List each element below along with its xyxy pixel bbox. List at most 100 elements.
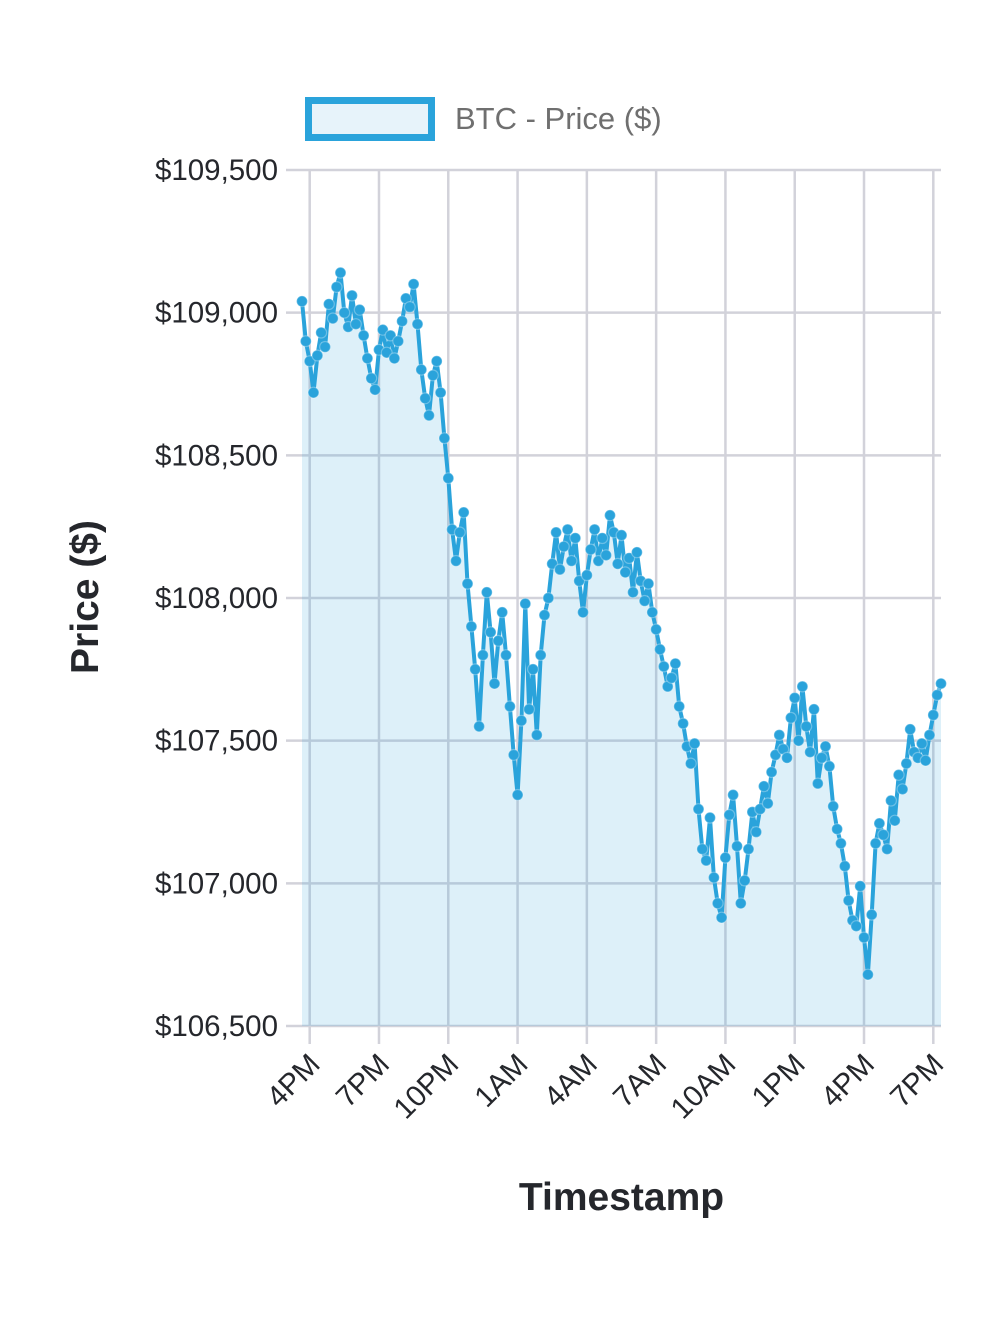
data-point <box>476 649 489 662</box>
data-point <box>588 523 601 536</box>
data-point <box>900 757 913 770</box>
data-point <box>523 703 536 716</box>
data-point <box>677 717 690 730</box>
data-point <box>353 303 366 316</box>
data-point <box>650 623 663 636</box>
data-point <box>707 871 720 884</box>
data-point <box>369 383 382 396</box>
data-point <box>696 843 709 856</box>
data-point <box>384 329 397 342</box>
x-tick-label: 4AM <box>538 1048 604 1114</box>
data-point <box>838 860 851 873</box>
data-point <box>807 703 820 716</box>
data-point <box>646 606 659 619</box>
data-point <box>580 569 593 582</box>
data-point <box>534 649 547 662</box>
y-tick-label: $108,000 <box>155 582 278 615</box>
data-point <box>503 700 516 713</box>
y-tick-label: $109,000 <box>155 297 278 330</box>
data-point <box>319 340 332 353</box>
y-tick-label: $107,000 <box>155 867 278 900</box>
x-axis-title: Timestamp <box>518 1176 725 1219</box>
data-point <box>727 788 740 801</box>
data-point <box>538 609 551 622</box>
data-point <box>492 634 505 647</box>
data-point <box>665 671 678 684</box>
data-point <box>780 751 793 764</box>
data-point <box>315 326 328 339</box>
data-point <box>611 557 624 570</box>
data-point <box>923 728 936 741</box>
data-point <box>719 851 732 864</box>
data-point <box>630 546 643 559</box>
data-point <box>426 369 439 382</box>
data-point <box>573 574 586 587</box>
data-point <box>769 748 782 761</box>
data-point <box>865 908 878 921</box>
data-point <box>734 897 747 910</box>
data-point <box>723 808 736 821</box>
data-point <box>738 874 751 887</box>
data-point <box>673 700 686 713</box>
data-point <box>530 728 543 741</box>
x-tick-label: 10PM <box>387 1048 465 1126</box>
data-point <box>861 968 874 981</box>
y-axis-title: Price ($) <box>64 520 107 674</box>
data-point <box>403 301 416 314</box>
data-point <box>542 591 555 604</box>
data-point <box>322 298 335 311</box>
data-point <box>411 318 424 331</box>
data-point <box>565 554 578 567</box>
data-point <box>473 720 486 733</box>
data-point <box>915 737 928 750</box>
y-tick-label: $107,500 <box>155 725 278 758</box>
x-tick-label: 1AM <box>468 1048 534 1114</box>
data-point <box>550 526 563 539</box>
x-tick-label: 10AM <box>665 1048 743 1126</box>
data-point <box>396 315 409 328</box>
data-point <box>365 372 378 385</box>
data-point <box>854 880 867 893</box>
data-point <box>480 586 493 599</box>
data-point <box>881 843 894 856</box>
data-point <box>546 557 559 570</box>
data-point <box>892 768 905 781</box>
data-point <box>823 760 836 773</box>
data-point <box>346 289 359 302</box>
data-point <box>742 843 755 856</box>
gridlines <box>286 168 941 1044</box>
data-point <box>626 586 639 599</box>
data-point <box>326 312 339 325</box>
data-point <box>307 386 320 399</box>
data-point <box>711 897 724 910</box>
data-point <box>884 794 897 807</box>
data-point <box>831 823 844 836</box>
data-point <box>388 352 401 365</box>
x-tick-label: 7PM <box>884 1048 950 1114</box>
data-point <box>461 577 474 590</box>
data-point <box>931 688 944 701</box>
data-point <box>842 894 855 907</box>
data-point <box>357 329 370 342</box>
data-point <box>330 281 343 294</box>
data-point <box>334 266 347 279</box>
data-point <box>834 837 847 850</box>
y-tick-labels: $106,500 $107,000 $107,500 $108,000 $108,500… <box>155 154 278 1043</box>
data-point <box>730 840 743 853</box>
data-point <box>380 346 393 359</box>
data-point <box>877 828 890 841</box>
data-point <box>349 318 362 331</box>
data-point <box>407 278 420 291</box>
data-point <box>619 566 632 579</box>
x-tick-label: 1PM <box>745 1048 811 1114</box>
data-point <box>761 797 774 810</box>
data-point <box>511 788 524 801</box>
data-point <box>757 780 770 793</box>
y-tick-label: $108,500 <box>155 439 278 472</box>
data-point <box>927 708 940 721</box>
data-point <box>888 814 901 827</box>
data-point <box>896 783 909 796</box>
data-point <box>576 606 589 619</box>
legend: BTC - Price ($) <box>305 97 662 141</box>
